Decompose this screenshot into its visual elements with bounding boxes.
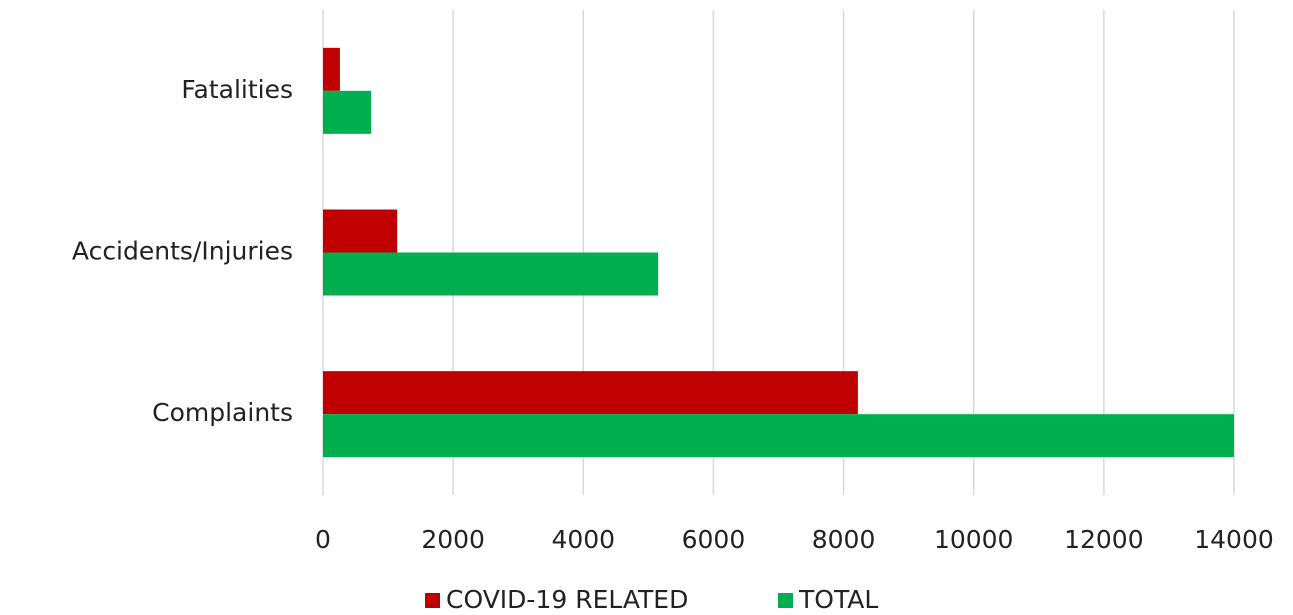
category-label: Fatalities: [181, 75, 293, 104]
x-tick-label: 2000: [421, 525, 485, 554]
category-label: Accidents/Injuries: [72, 237, 293, 266]
x-tick-label: 14000: [1194, 525, 1274, 554]
x-tick-label: 0: [315, 525, 331, 554]
legend-label: TOTAL: [798, 585, 878, 614]
x-tick-label: 4000: [551, 525, 615, 554]
legend-swatch: [778, 593, 793, 608]
bar: [323, 209, 398, 253]
bar: [323, 252, 659, 296]
x-tick-label: 10000: [934, 525, 1014, 554]
x-tick-label: 8000: [812, 525, 876, 554]
legend-label: COVID-19 RELATED: [446, 585, 688, 614]
bar: [323, 414, 1234, 458]
bar: [323, 47, 340, 91]
x-tick-label: 12000: [1064, 525, 1144, 554]
bar: [323, 371, 858, 415]
x-tick-label: 6000: [682, 525, 746, 554]
bar: [323, 90, 372, 134]
category-label: Complaints: [152, 398, 293, 427]
legend-swatch: [425, 593, 440, 608]
